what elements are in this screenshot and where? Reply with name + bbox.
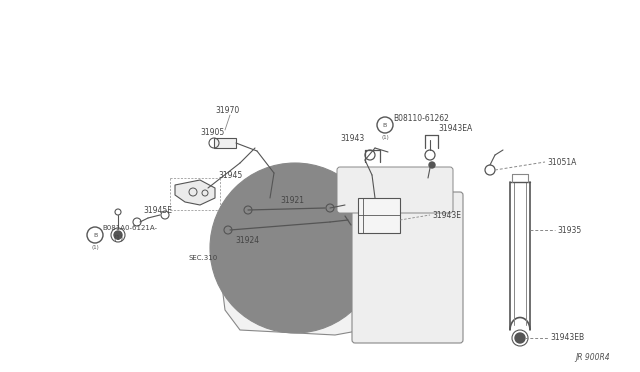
Text: B081A0-6121A-: B081A0-6121A- (102, 225, 157, 231)
FancyBboxPatch shape (337, 167, 453, 213)
Text: (1): (1) (113, 235, 123, 241)
Bar (358, 198, 400, 233)
Circle shape (114, 231, 122, 239)
Text: 31943: 31943 (340, 134, 364, 142)
Circle shape (429, 162, 435, 168)
Text: (1): (1) (91, 245, 99, 250)
Text: SEC.310: SEC.310 (189, 255, 218, 261)
Text: 31921: 31921 (280, 196, 304, 205)
Text: 31943EB: 31943EB (550, 334, 584, 343)
Circle shape (515, 333, 525, 343)
Polygon shape (220, 178, 408, 335)
Text: 31905: 31905 (200, 128, 224, 137)
Text: B08110-61262: B08110-61262 (393, 113, 449, 122)
Text: 31935: 31935 (557, 225, 581, 234)
Text: B: B (383, 122, 387, 128)
Text: 31945E: 31945E (143, 205, 172, 215)
Text: (1): (1) (381, 135, 389, 140)
Circle shape (210, 163, 380, 333)
Text: 31943EA: 31943EA (438, 124, 472, 132)
Text: B: B (93, 232, 97, 237)
Text: JR 900R4: JR 900R4 (575, 353, 610, 362)
Bar (214, 138, 236, 148)
Text: 31945: 31945 (218, 170, 243, 180)
Polygon shape (175, 180, 215, 205)
Text: 31970: 31970 (215, 106, 239, 115)
Text: 31924: 31924 (235, 235, 259, 244)
Text: 31943E: 31943E (432, 211, 461, 219)
FancyBboxPatch shape (352, 192, 463, 343)
Text: 31051A: 31051A (547, 157, 577, 167)
